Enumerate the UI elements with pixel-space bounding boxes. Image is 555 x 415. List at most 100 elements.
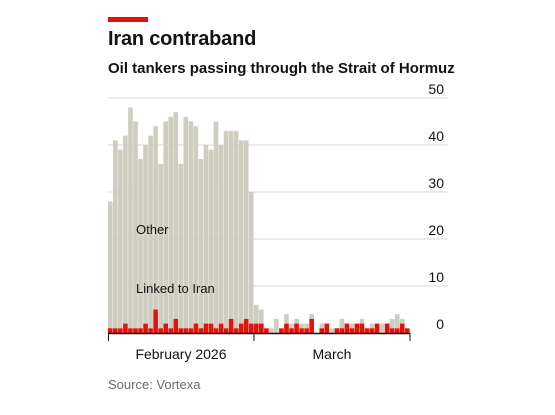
bar-linked-to-iran [118, 328, 123, 333]
bar-linked-to-iran [223, 328, 229, 333]
bar-other [203, 145, 209, 324]
bar-other [399, 318, 405, 324]
bar-linked-to-iran [324, 323, 330, 333]
bar-linked-to-iran [188, 328, 194, 333]
bar-other [359, 318, 365, 324]
bar-other [274, 318, 279, 333]
annotation-other: Other [136, 222, 169, 237]
bar-other [178, 163, 184, 329]
chart-subtitle: Oil tankers passing through the Strait o… [108, 60, 455, 77]
bar-linked-to-iran [394, 328, 400, 333]
bar-linked-to-iran [399, 323, 405, 333]
bar-linked-to-iran [113, 328, 118, 333]
bar-other [299, 323, 304, 329]
bar-other [238, 140, 244, 324]
bar-linked-to-iran [374, 323, 380, 333]
bar-other [304, 323, 309, 329]
bar-linked-to-iran [193, 323, 199, 333]
bar-other [394, 314, 400, 329]
bar-other [163, 121, 168, 324]
bar-linked-to-iran [344, 323, 350, 333]
bar-linked-to-iran [198, 328, 204, 333]
bar-other [133, 121, 138, 329]
bar-other [284, 314, 289, 324]
y-tick-label: 0 [436, 316, 444, 332]
bar-other [168, 116, 174, 329]
bar-linked-to-iran [284, 323, 289, 333]
annotation-linked-to-iran: Linked to Iran [136, 281, 215, 296]
bar-other [369, 323, 375, 329]
bar-linked-to-iran [319, 328, 325, 333]
bar-other [259, 309, 264, 324]
bar-linked-to-iran [163, 323, 168, 333]
bar-other [289, 323, 294, 329]
bar-other [113, 140, 118, 329]
bar-linked-to-iran [143, 323, 148, 333]
x-axis [108, 332, 411, 341]
bar-linked-to-iran [349, 328, 355, 333]
bar-other [193, 126, 199, 324]
accent-bar [108, 17, 148, 22]
bar-linked-to-iran [168, 328, 174, 333]
bar-other [123, 135, 128, 324]
bar-linked-to-iran [389, 328, 395, 333]
bar-other [269, 328, 274, 333]
y-tick-label: 20 [428, 222, 444, 238]
bars [108, 107, 410, 333]
bar-linked-to-iran [138, 328, 143, 333]
bar-linked-to-iran [243, 318, 249, 333]
bar-other [389, 318, 395, 329]
bar-other [183, 116, 189, 329]
bar-linked-to-iran [294, 323, 299, 333]
y-tick-label: 40 [428, 128, 444, 144]
bar-linked-to-iran [213, 328, 219, 333]
bar-linked-to-iran [218, 323, 224, 333]
bar-linked-to-iran [173, 318, 179, 333]
bar-linked-to-iran [183, 328, 189, 333]
bar-linked-to-iran [259, 323, 264, 333]
bar-other [208, 149, 214, 324]
bar-linked-to-iran [228, 318, 234, 333]
bar-linked-to-iran [364, 328, 370, 333]
y-tick-label: 50 [428, 81, 444, 97]
bar-other [228, 130, 234, 319]
bar-other [153, 126, 158, 310]
bar-linked-to-iran [133, 328, 138, 333]
bar-other [243, 140, 249, 319]
bar-linked-to-iran [279, 328, 284, 333]
bar-other [319, 323, 325, 329]
y-tick-label: 30 [428, 175, 444, 191]
bar-linked-to-iran [153, 309, 158, 333]
y-tick-label: 10 [428, 269, 444, 285]
bar-linked-to-iran [238, 323, 244, 333]
bar-linked-to-iran [289, 328, 294, 333]
bar-linked-to-iran [158, 328, 163, 333]
bar-other [294, 318, 299, 324]
bar-other [329, 328, 335, 333]
bar-linked-to-iran [404, 328, 410, 333]
bar-linked-to-iran [339, 328, 345, 333]
bar-linked-to-iran [299, 328, 304, 333]
bar-linked-to-iran [369, 328, 375, 333]
bar-linked-to-iran [203, 323, 209, 333]
x-tick-label: March [313, 346, 352, 362]
bar-other [148, 135, 153, 329]
bar-other [379, 323, 385, 333]
bar-other [108, 201, 113, 329]
bar-linked-to-iran [384, 323, 390, 333]
bar-linked-to-iran [359, 323, 365, 333]
bar-other [143, 145, 148, 324]
bar-linked-to-iran [248, 323, 254, 333]
bar-linked-to-iran [128, 328, 133, 333]
bar-linked-to-iran [354, 323, 360, 333]
source-note: Source: Vortexa [108, 377, 201, 392]
bar-linked-to-iran [264, 328, 269, 333]
bar-other [349, 323, 355, 329]
bar-other [248, 192, 254, 324]
bar-other [158, 163, 163, 329]
bar-linked-to-iran [178, 328, 184, 333]
bar-other [309, 314, 314, 319]
bar-other [118, 149, 123, 329]
bar-linked-to-iran [309, 318, 314, 333]
